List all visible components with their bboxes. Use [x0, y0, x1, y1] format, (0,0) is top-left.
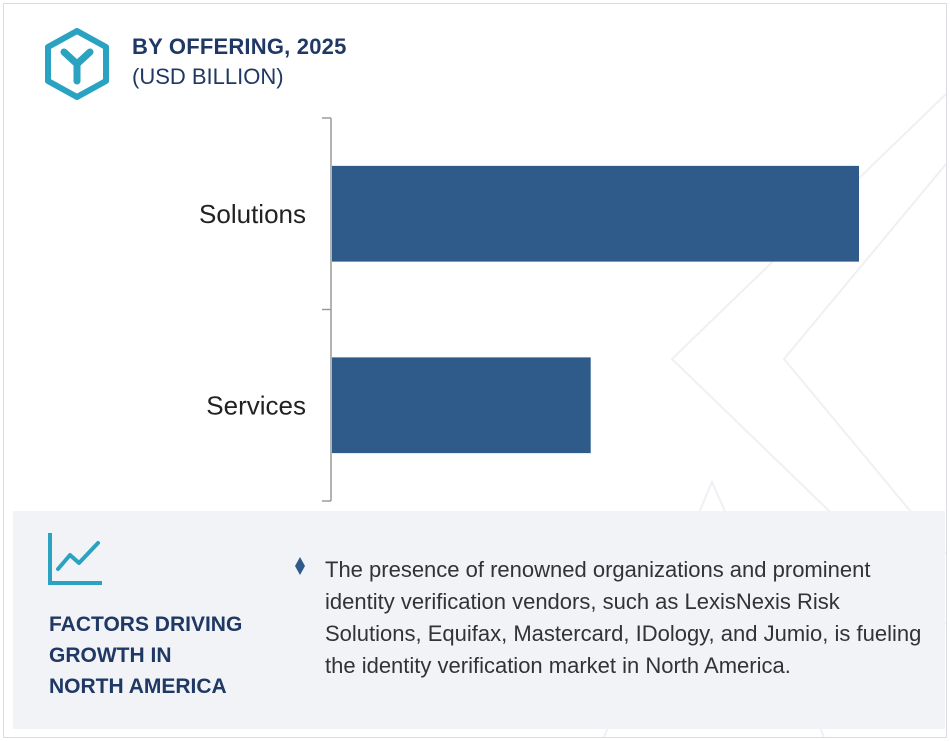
- diamond-bullet-icon: [295, 557, 305, 575]
- bar-chart: Solutions Services: [199, 117, 859, 502]
- chart-category-labels: Solutions Services: [199, 199, 306, 421]
- bar-services: [332, 357, 591, 454]
- bar-solutions: [332, 165, 859, 262]
- factors-panel: FACTORS DRIVING GROWTH IN NORTH AMERICA …: [13, 511, 945, 729]
- chart-axis: [322, 117, 332, 502]
- line-chart-trend-icon: [48, 533, 102, 585]
- chart-subtitle: (USD BILLION): [132, 64, 284, 89]
- factors-title-line: FACTORS DRIVING: [49, 613, 243, 636]
- factors-title-line: GROWTH IN: [49, 644, 172, 667]
- hexagon-y-logo-icon: [45, 28, 109, 100]
- factors-title: FACTORS DRIVING GROWTH IN NORTH AMERICA: [49, 609, 279, 702]
- category-label: Solutions: [199, 199, 306, 229]
- category-label: Services: [206, 390, 306, 420]
- chart-bars: [332, 165, 859, 454]
- factors-title-line: NORTH AMERICA: [49, 675, 227, 698]
- infographic-card: BY OFFERING, 2025 (USD BILLION) Solution…: [3, 3, 947, 738]
- chart-title: BY OFFERING, 2025: [132, 34, 347, 59]
- factors-description: The presence of renowned organizations a…: [325, 557, 922, 678]
